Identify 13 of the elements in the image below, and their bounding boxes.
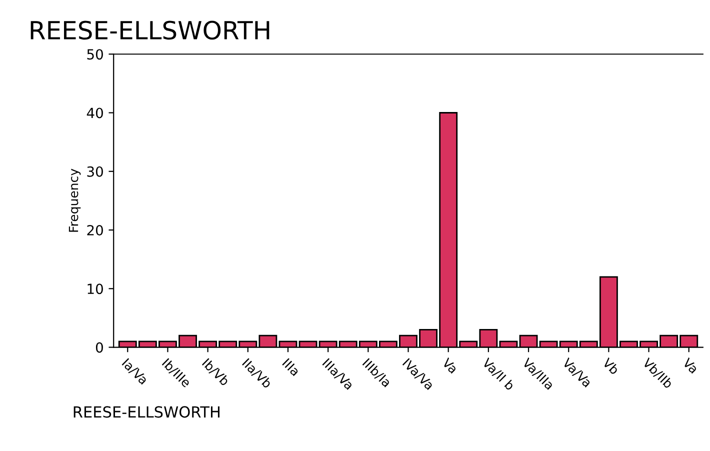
x-tick-label: Vb bbox=[602, 357, 620, 376]
y-tick-label: 0 bbox=[96, 342, 103, 353]
y-tick-label: 20 bbox=[87, 224, 103, 236]
y-tick-label: 30 bbox=[87, 166, 103, 177]
x-tick-label: Va bbox=[442, 357, 458, 374]
x-tick-label: Va bbox=[682, 357, 699, 374]
y-tick-label: 10 bbox=[88, 284, 103, 294]
y-tick-label: 50 bbox=[87, 49, 103, 60]
x-axis-title: REESE-ELLSWORTH bbox=[74, 406, 220, 418]
y-tick-label: 40 bbox=[86, 108, 103, 118]
chart-title: REESE-ELLSWORTH bbox=[30, 20, 270, 40]
y-axis-title: Frequency bbox=[68, 168, 81, 232]
x-tick-label: IIIa bbox=[282, 358, 300, 376]
